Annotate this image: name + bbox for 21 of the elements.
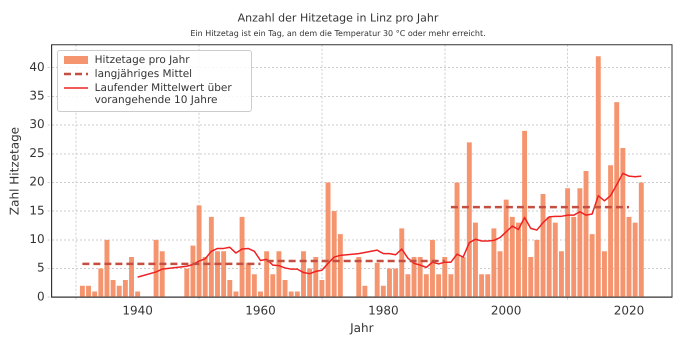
y-tick-label: 35 bbox=[29, 88, 45, 103]
y-tick-label: 10 bbox=[29, 232, 45, 246]
x-tick-label: 2000 bbox=[490, 304, 522, 318]
x-tick-label: 1960 bbox=[245, 304, 276, 318]
legend-label: Hitzetage pro Jahr bbox=[94, 54, 190, 66]
y-tick-label: 15 bbox=[29, 203, 45, 218]
legend-label: Laufender Mittelwert über vorangehende 10 Jahre bbox=[94, 82, 233, 106]
legend-label: langjähriges Mittel bbox=[94, 68, 192, 80]
y-tick-label: 25 bbox=[29, 146, 45, 160]
y-tick-label: 30 bbox=[29, 117, 45, 132]
x-tick-label: 2020 bbox=[614, 304, 644, 318]
x-tick-label: 1980 bbox=[368, 304, 399, 318]
y-axis-title: Zahl Hitzetage bbox=[7, 126, 22, 216]
y-tick-label: 40 bbox=[29, 60, 45, 74]
x-axis-title: Jahr bbox=[349, 320, 374, 335]
chart-title: Anzahl der Hitzetage in Linz pro Jahr bbox=[238, 11, 439, 24]
y-tick-label: 0 bbox=[37, 289, 45, 304]
chart-subtitle: Ein Hitzetag ist ein Tag, an dem die Temperatur 30 °C oder mehr erreicht. bbox=[190, 29, 486, 38]
y-tick-label: 5 bbox=[37, 260, 45, 275]
x-tick-label: 1940 bbox=[122, 304, 153, 318]
y-tick-label: 20 bbox=[29, 174, 45, 189]
